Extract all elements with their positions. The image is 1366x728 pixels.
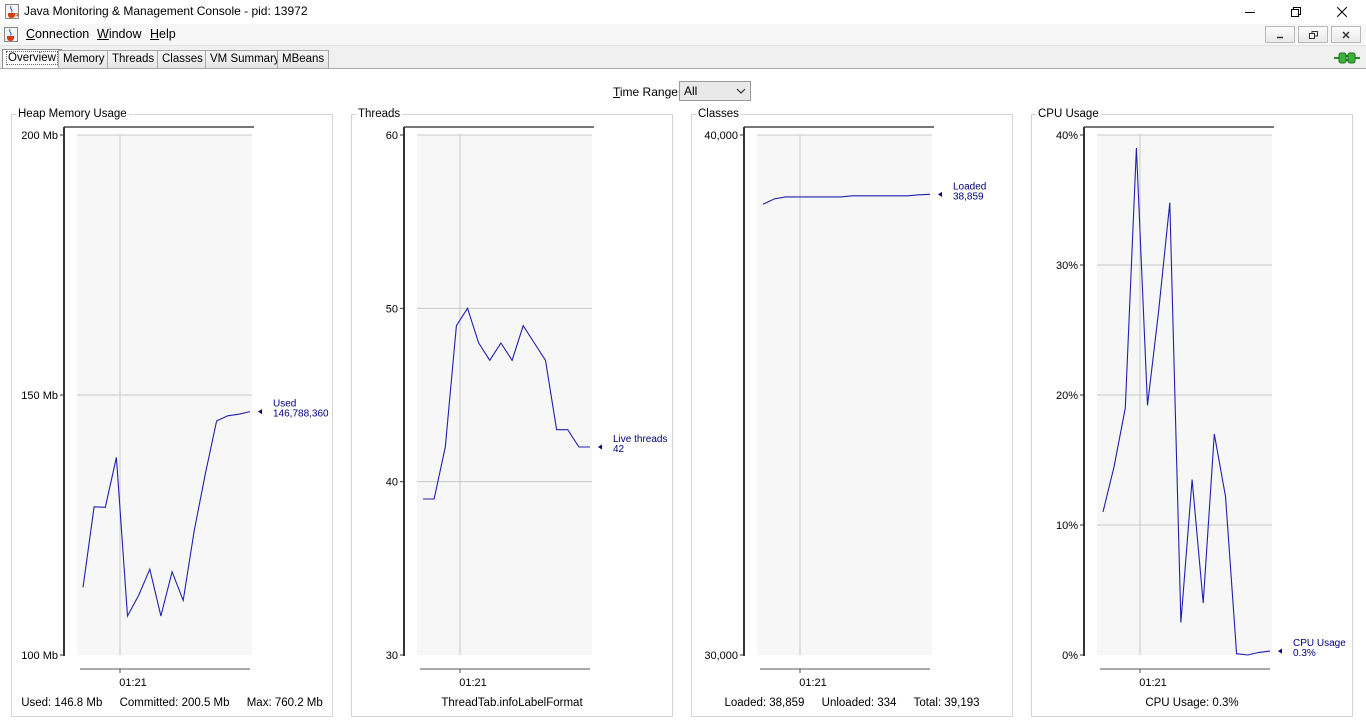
cpu-usage-panel: CPU Usage 0% 10% 20% 30% 40% 01:21 CPU Usage 0.… [1031, 108, 1353, 717]
inner-minimize-button[interactable] [1265, 26, 1295, 43]
y-tick-label: 0% [1062, 650, 1078, 662]
plot-area [757, 135, 932, 655]
plot-top-frame [744, 126, 934, 128]
cpu-info-line: CPU Usage: 0.3% [1032, 697, 1352, 709]
tab-threads[interactable]: Threads [107, 50, 160, 68]
close-button[interactable] [1319, 0, 1365, 24]
series-name-label: Loaded [953, 181, 986, 192]
y-tick-label: 30,000 [704, 650, 738, 662]
series-current-marker [258, 409, 262, 415]
tab-memory[interactable]: Memory [58, 50, 110, 68]
series-name-label: Used [273, 399, 296, 410]
java-cup-icon[interactable] [4, 27, 18, 42]
restore-icon [1308, 30, 1318, 39]
threads-info: ThreadTab.infoLabelFormat [441, 697, 583, 709]
classes-total-info: Total: 39,193 [913, 697, 980, 709]
y-tick-label: 30% [1056, 260, 1078, 272]
menu-window[interactable]: Window [97, 27, 142, 41]
overview-content: Time Range: All Heap Memory Usage 100 Mb… [0, 69, 1366, 728]
classes-panel: Classes 30,000 40,000 01:21 Loaded 38,859 Lo… [691, 108, 1013, 717]
series-value-label: 0.3% [1293, 648, 1316, 659]
x-tick-label: 01:21 [119, 677, 147, 689]
series-current-marker [938, 191, 942, 197]
series-value-label: 146,788,360 [273, 409, 329, 420]
tab-strip: Overview Memory Threads Classes VM Summa… [0, 47, 1366, 69]
y-tick-label: 150 Mb [21, 390, 58, 402]
y-tick-label: 40 [386, 477, 398, 489]
panel-title: Classes [696, 108, 741, 120]
series-line [82, 411, 251, 618]
inner-restore-button[interactable] [1298, 26, 1328, 43]
series-name-label: Live threads [613, 434, 667, 445]
minimize-icon [1277, 36, 1283, 38]
classes-info-line: Loaded: 38,859 Unloaded: 334 Total: 39,1… [692, 697, 1012, 709]
heap-max-info: Max: 760.2 Mb [246, 697, 323, 709]
tab-vm-summary[interactable]: VM Summary [205, 50, 285, 68]
menu-connection[interactable]: Connection [26, 27, 90, 41]
panel-title: CPU Usage [1036, 108, 1101, 120]
series-line [423, 307, 590, 500]
y-tick-label: 100 Mb [21, 650, 58, 662]
series-value-label: 42 [613, 444, 625, 455]
heap-used-info: Used: 146.8 Mb [21, 697, 103, 709]
x-tick-label: 01:21 [1139, 677, 1167, 689]
series-line [1102, 147, 1271, 656]
y-tick-label: 60 [386, 130, 398, 142]
title-bar: Java Monitoring & Management Console - p… [0, 0, 1366, 24]
series-line [762, 193, 931, 205]
restore-button[interactable] [1273, 0, 1319, 24]
series-current-marker [598, 444, 602, 450]
y-tick-label: 10% [1056, 520, 1078, 532]
series-value-label: 38,859 [953, 191, 984, 202]
plot-top-frame [64, 126, 254, 128]
connection-status-icon[interactable] [1334, 50, 1360, 66]
threads-panel: Threads 30 40 50 60 01:21 Live threads 42 Thre… [351, 108, 673, 717]
x-tick-label: 01:21 [799, 677, 827, 689]
java-cup-icon [5, 4, 19, 19]
cpu-usage-info: CPU Usage: 0.3% [1145, 697, 1239, 709]
plot-top-frame [1084, 126, 1274, 128]
tab-divider [0, 68, 1366, 69]
heap-committed-info: Committed: 200.5 Mb [119, 697, 230, 709]
time-range-select[interactable]: All [679, 81, 751, 101]
y-tick-label: 200 Mb [21, 130, 58, 142]
minimize-icon [1245, 12, 1255, 13]
restore-icon [1291, 7, 1301, 17]
inner-close-button[interactable] [1331, 26, 1361, 43]
menu-bar: Connection Window Help [0, 24, 1366, 46]
y-tick-label: 30 [386, 650, 398, 662]
threads-info-line: ThreadTab.infoLabelFormat [352, 697, 672, 709]
plot-top-frame [404, 126, 594, 128]
chevron-down-icon [736, 88, 746, 94]
heap-info-line: Used: 146.8 Mb Committed: 200.5 Mb Max: … [12, 697, 332, 709]
y-tick-label: 40,000 [704, 130, 738, 142]
menu-help[interactable]: Help [150, 27, 176, 41]
tab-classes[interactable]: Classes [157, 50, 208, 68]
y-tick-label: 20% [1056, 390, 1078, 402]
window-title: Java Monitoring & Management Console - p… [24, 4, 308, 18]
x-tick-label: 01:21 [459, 677, 487, 689]
time-range-label: Time Range: [613, 85, 682, 99]
panel-title: Threads [356, 108, 403, 120]
tab-overview[interactable]: Overview [2, 49, 62, 69]
heap-memory-panel: Heap Memory Usage 100 Mb 150 Mb 200 Mb 01:2… [11, 108, 333, 717]
panel-title: Heap Memory Usage [16, 108, 129, 120]
classes-loaded-info: Loaded: 38,859 [724, 697, 805, 709]
time-range-value: All [684, 84, 698, 98]
series-current-marker [1278, 648, 1282, 654]
y-tick-label: 40% [1056, 130, 1078, 142]
tab-mbeans[interactable]: MBeans [277, 50, 330, 68]
close-icon [1342, 30, 1350, 39]
series-name-label: CPU Usage [1293, 638, 1346, 649]
classes-unloaded-info: Unloaded: 334 [821, 697, 897, 709]
y-tick-label: 50 [386, 303, 398, 315]
plot-area [417, 135, 592, 655]
close-icon [1337, 7, 1347, 17]
minimize-button[interactable] [1227, 0, 1273, 24]
